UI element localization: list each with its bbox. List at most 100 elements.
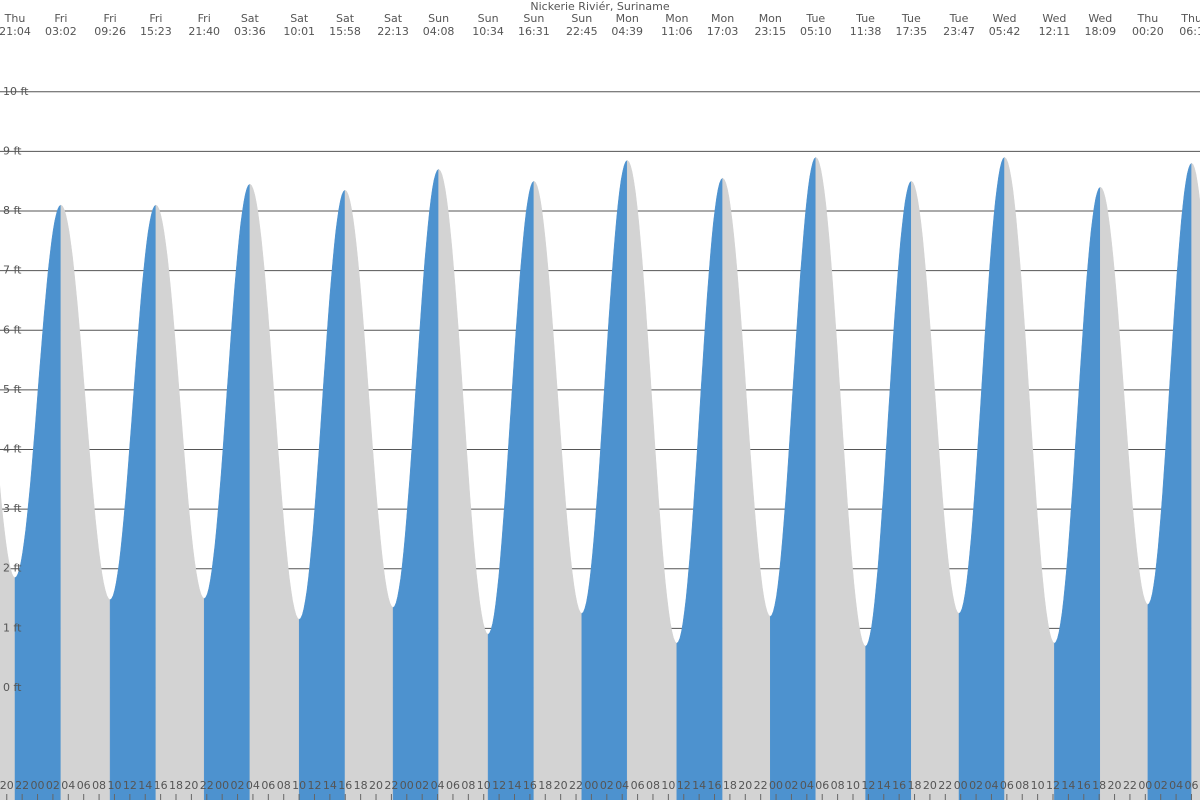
time-label: 05:10 [800,25,832,38]
day-label: Tue [805,12,825,25]
hour-label: 04 [800,779,814,792]
hour-label: 22 [384,779,398,792]
day-label: Tue [901,12,921,25]
time-label: 15:58 [329,25,361,38]
hour-label: 20 [0,779,14,792]
hour-label: 06 [1000,779,1014,792]
tide-area [249,183,300,800]
time-label: 11:06 [661,25,693,38]
chart-title: Nickerie Riviér, Suriname [530,0,669,13]
hour-label: 02 [231,779,245,792]
hour-label: 18 [538,779,552,792]
hour-label: 06 [1184,779,1198,792]
hour-label: 20 [738,779,752,792]
hour-label: 04 [61,779,75,792]
hour-label: 00 [769,779,783,792]
tide-area [911,180,960,800]
day-label: Fri [149,12,162,25]
hour-label: 00 [215,779,229,792]
day-label: Sat [336,12,355,25]
time-label: 16:31 [518,25,550,38]
hour-label: 08 [461,779,475,792]
hour-label: 22 [754,779,768,792]
tide-area [203,183,251,800]
hour-label: 06 [631,779,645,792]
time-label: 23:47 [943,25,975,38]
hour-label: 04 [431,779,445,792]
hour-label: 16 [892,779,906,792]
time-label: 21:40 [188,25,220,38]
y-tick-label: 10 ft [3,85,29,98]
hour-label: 18 [908,779,922,792]
hour-label: 00 [584,779,598,792]
time-label: 06:1 [1179,25,1200,38]
tide-area [1191,162,1200,800]
y-tick-label: 4 ft [3,442,22,455]
hour-label: 10 [292,779,306,792]
hour-label: 16 [1077,779,1091,792]
tide-area [298,189,346,800]
hour-label: 02 [415,779,429,792]
hour-label: 02 [969,779,983,792]
time-label: 05:42 [989,25,1021,38]
time-label: 03:02 [45,25,77,38]
time-label: 00:20 [1132,25,1164,38]
hour-label: 18 [723,779,737,792]
hour-label: 22 [15,779,29,792]
tide-area [676,177,723,800]
hour-label: 18 [1092,779,1106,792]
hour-label: 06 [815,779,829,792]
hour-label: 04 [984,779,998,792]
hour-label: 02 [600,779,614,792]
hour-label: 14 [877,779,891,792]
day-label: Thu [4,12,26,25]
hour-label: 02 [46,779,60,792]
hour-label: 16 [523,779,537,792]
day-label: Fri [104,12,117,25]
tide-area [770,156,817,800]
day-label: Sun [478,12,499,25]
y-tick-label: 3 ft [3,502,22,515]
day-label: Sun [571,12,592,25]
day-label: Sun [428,12,449,25]
hour-label: 06 [77,779,91,792]
day-label: Sat [384,12,403,25]
tide-area [155,204,205,800]
time-label: 18:09 [1084,25,1116,38]
time-label: 10:01 [283,25,315,38]
tide-area [487,180,535,800]
y-tick-label: 5 ft [3,383,22,396]
day-label: Tue [855,12,875,25]
y-tick-label: 6 ft [3,323,22,336]
hour-label: 14 [507,779,521,792]
day-label: Mon [616,12,639,25]
day-label: Mon [711,12,734,25]
day-label: Tue [949,12,969,25]
tide-area [626,159,678,800]
time-label: 22:13 [377,25,409,38]
time-label: 15:23 [140,25,172,38]
hour-label: 10 [107,779,121,792]
time-label: 23:15 [754,25,786,38]
time-label: 03:36 [234,25,266,38]
time-label: 12:11 [1039,25,1071,38]
day-label: Thu [1137,12,1159,25]
y-tick-label: 1 ft [3,621,22,634]
hour-label: 02 [1154,779,1168,792]
hour-label: 10 [846,779,860,792]
day-label: Mon [759,12,782,25]
hour-label: 12 [1046,779,1060,792]
tide-area [438,168,489,800]
tide-area [1147,162,1192,800]
hour-label: 08 [277,779,291,792]
tide-area [60,204,111,800]
hour-label: 12 [307,779,321,792]
time-label: 04:08 [423,25,455,38]
hour-label: 06 [446,779,460,792]
hour-label: 14 [323,779,337,792]
hour-label: 08 [1015,779,1029,792]
y-tick-label: 9 ft [3,144,22,157]
day-label: Fri [54,12,67,25]
hour-label: 16 [154,779,168,792]
